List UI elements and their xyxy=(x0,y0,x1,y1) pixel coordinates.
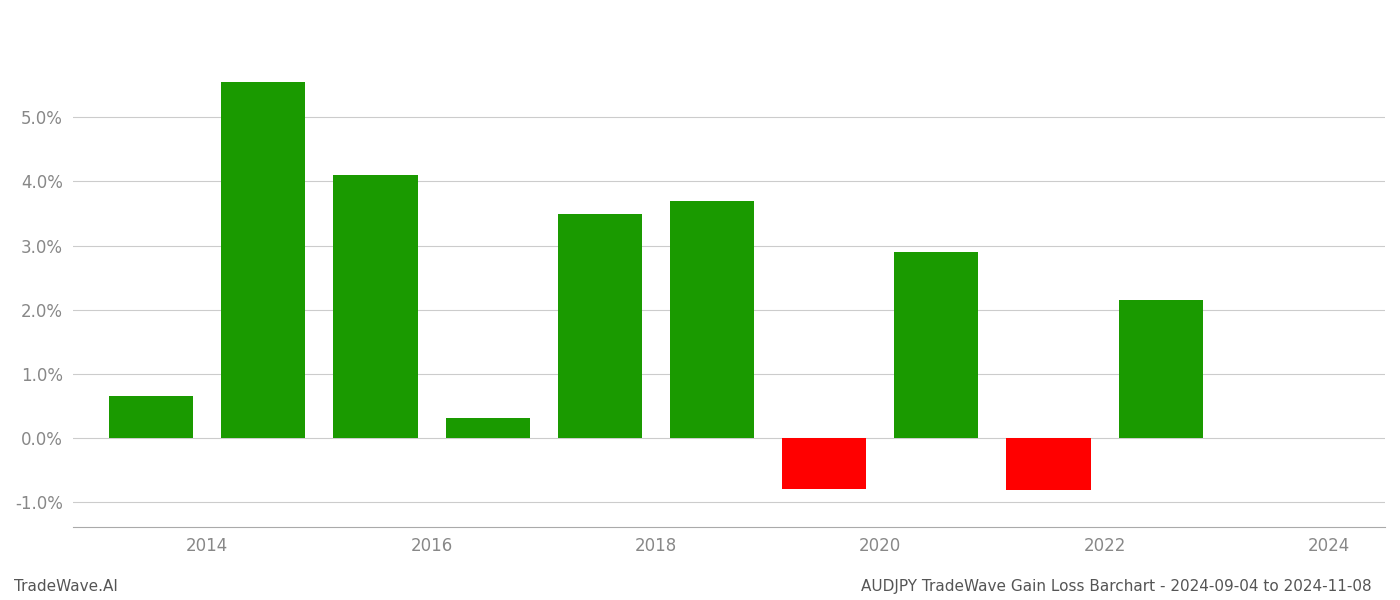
Bar xyxy=(557,214,641,437)
Text: AUDJPY TradeWave Gain Loss Barchart - 2024-09-04 to 2024-11-08: AUDJPY TradeWave Gain Loss Barchart - 20… xyxy=(861,579,1372,594)
Bar xyxy=(109,396,193,437)
Bar xyxy=(221,82,305,437)
Bar xyxy=(333,175,417,437)
Bar xyxy=(783,437,867,489)
Bar xyxy=(671,201,755,437)
Bar xyxy=(895,252,979,437)
Bar xyxy=(445,418,529,437)
Text: TradeWave.AI: TradeWave.AI xyxy=(14,579,118,594)
Bar xyxy=(1119,300,1203,437)
Bar xyxy=(1007,437,1091,490)
